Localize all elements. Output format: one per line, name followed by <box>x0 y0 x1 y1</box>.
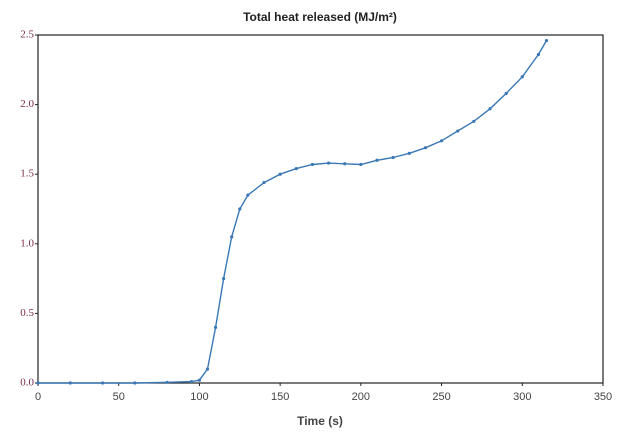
y-tick-label: 1.0 <box>20 237 34 249</box>
data-point <box>100 381 105 385</box>
data-point <box>246 193 250 197</box>
chart-title: Total heat released (MJ/m²) <box>243 10 397 24</box>
data-point <box>544 38 549 43</box>
y-tick-label: 2.5 <box>20 29 34 41</box>
data-point <box>456 129 460 133</box>
data-point <box>238 207 242 211</box>
data-point <box>222 277 226 281</box>
data-point <box>294 167 298 171</box>
data-point <box>536 52 541 57</box>
x-tick-label: 100 <box>190 391 208 403</box>
data-point <box>165 380 169 384</box>
x-tick-label: 300 <box>513 391 531 403</box>
data-line <box>38 40 548 384</box>
data-point <box>472 119 476 123</box>
data-point <box>391 155 395 160</box>
data-point <box>359 162 363 167</box>
data-point <box>68 381 72 385</box>
data-point <box>326 161 331 165</box>
data-point <box>504 91 508 96</box>
data-point <box>230 235 234 239</box>
x-axis-label: Time (s) <box>297 414 343 428</box>
data-point <box>407 151 411 155</box>
data-point <box>439 139 444 143</box>
data-point <box>36 381 40 385</box>
x-tick-label: 150 <box>271 391 289 403</box>
y-tick-label: 0.0 <box>20 377 34 389</box>
data-point <box>133 381 137 385</box>
data-point <box>189 380 193 384</box>
data-point <box>375 158 379 162</box>
data-point <box>262 180 266 185</box>
data-point <box>205 367 210 371</box>
x-tick-label: 200 <box>352 391 370 403</box>
x-tick-label: 250 <box>432 391 450 403</box>
x-tick-label: 0 <box>35 391 41 403</box>
data-point <box>197 378 202 382</box>
data-point <box>310 162 315 167</box>
x-tick-label: 50 <box>113 391 125 403</box>
x-tick-label: 350 <box>594 391 612 403</box>
data-point <box>423 146 428 150</box>
data-point <box>213 325 218 329</box>
data-point <box>488 107 492 111</box>
data-point <box>343 162 347 166</box>
data-point <box>278 172 282 176</box>
y-tick-label: 2.0 <box>20 98 34 110</box>
y-tick-label: 1.5 <box>20 168 34 180</box>
data-point <box>520 75 524 79</box>
plot-frame <box>37 34 604 384</box>
y-tick-label: 0.5 <box>20 307 34 319</box>
